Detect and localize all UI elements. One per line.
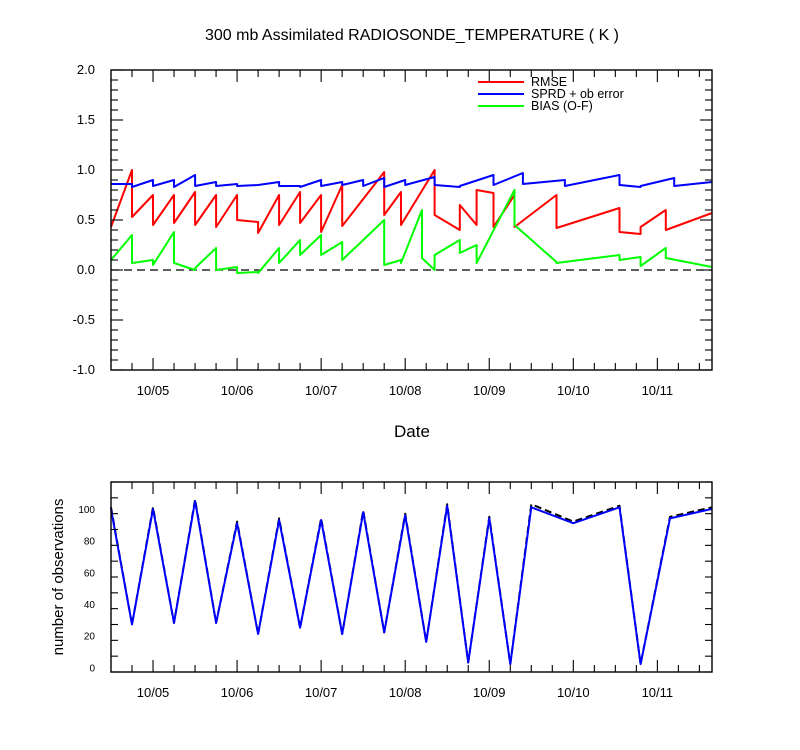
x-axis-label: Date (394, 422, 430, 441)
series-line-1 (111, 172, 713, 188)
x-tick-label: 10/08 (389, 383, 422, 398)
y-tick-label: 0 (89, 663, 95, 674)
y-tick-label: 1.0 (77, 162, 95, 177)
y-tick-label: -1.0 (73, 362, 95, 377)
y-tick-label: 2.0 (77, 62, 95, 77)
y-axis-label: number of observations (50, 499, 67, 656)
y-tick-label: 100 (78, 505, 95, 516)
x-tick-label: 10/11 (642, 383, 674, 398)
x-tick-label: 10/05 (137, 685, 170, 700)
y-tick-label: 20 (84, 632, 96, 643)
x-tick-label: 10/07 (305, 383, 338, 398)
x-tick-label: 10/06 (221, 383, 254, 398)
x-tick-label: 10/11 (642, 685, 674, 700)
x-tick-label: 10/09 (473, 383, 506, 398)
y-tick-label: 40 (84, 600, 96, 611)
y-tick-label: -0.5 (73, 312, 95, 327)
series-line-1 (110, 500, 713, 666)
legend-label: BIAS (O-F) (531, 99, 593, 113)
x-tick-label: 10/09 (473, 685, 506, 700)
x-tick-label: 10/10 (557, 685, 590, 700)
x-tick-label: 10/10 (557, 383, 590, 398)
chart-title: 300 mb Assimilated RADIOSONDE_TEMPERATUR… (205, 27, 619, 44)
plot-frame (110, 481, 713, 673)
legend-label: SPRD + ob error (531, 87, 624, 101)
x-tick-label: 10/06 (221, 685, 254, 700)
y-tick-label: 1.5 (77, 112, 95, 127)
plot-frame (110, 69, 713, 371)
y-tick-label: 0.0 (77, 262, 95, 277)
bottom-plot: 10/05 10/06 10/07 10/08 10/09 10/10 10/11 0 20 40… (78, 481, 713, 700)
x-tick-label: 10/05 (137, 383, 170, 398)
y-tick-label: 60 (84, 568, 96, 579)
legend-label: RMSE (531, 75, 567, 89)
y-tick-label: 80 (84, 537, 96, 548)
series-line-0 (110, 169, 713, 235)
y-tick-label: 0.5 (77, 212, 95, 227)
x-tick-label: 10/07 (305, 685, 338, 700)
series-line-2 (110, 189, 713, 274)
x-tick-label: 10/08 (389, 685, 422, 700)
top-plot: 10/05 10/06 10/07 10/08 10/09 10/10 10/11 2.0 1.… (73, 62, 713, 398)
